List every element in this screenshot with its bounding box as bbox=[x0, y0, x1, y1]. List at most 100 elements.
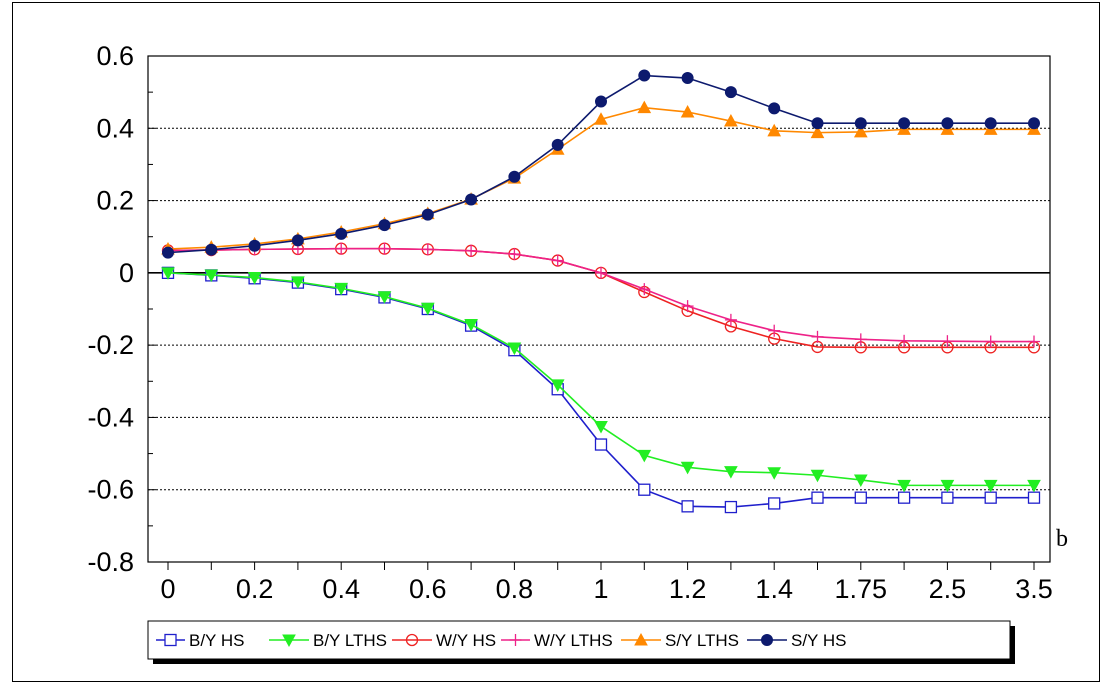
legend: B/Y HS B/Y LTHS W/Y HS W/Y LTHS S/Y LTHS S/Y … bbox=[147, 620, 1015, 664]
data-point-s-y-hs bbox=[248, 239, 261, 252]
x-tick-label: 0 bbox=[160, 574, 175, 604]
x-axis-label: b bbox=[1056, 526, 1068, 552]
x-tick-label: 3.5 bbox=[1015, 574, 1053, 604]
series-line-b-y-hs bbox=[167, 272, 1034, 508]
data-point-s-y-hs bbox=[1028, 117, 1040, 130]
legend-item-b-y-lths: B/Y LTHS bbox=[269, 631, 387, 650]
legend-item-s-y-hs: S/Y HS bbox=[747, 631, 846, 650]
data-point-s-y-hs bbox=[508, 170, 521, 183]
data-point-b-y-lths bbox=[767, 467, 782, 480]
figure-frame bbox=[12, 2, 1100, 682]
y-tick-label: 0.4 bbox=[96, 113, 134, 143]
data-point-b-y-hs bbox=[897, 491, 911, 504]
data-point-s-y-hs bbox=[291, 234, 304, 247]
legend-swatch-marker bbox=[509, 634, 522, 646]
data-point-w-y-lths bbox=[378, 242, 391, 255]
legend-item-s-y-lths: S/Y LTHS bbox=[621, 631, 739, 650]
data-point-b-y-lths bbox=[724, 466, 738, 479]
data-point-b-y-hs bbox=[941, 491, 954, 504]
data-point-b-y-hs bbox=[984, 491, 997, 504]
data-point-b-y-lths bbox=[377, 291, 392, 304]
data-point-b-y-lths bbox=[464, 319, 478, 332]
data-point-b-y-lths bbox=[247, 272, 262, 285]
data-point-b-y-hs bbox=[1027, 491, 1041, 504]
x-tick-label: 1 bbox=[593, 574, 608, 604]
data-point-b-y-lths bbox=[637, 449, 652, 463]
data-point-s-y-hs bbox=[768, 102, 781, 115]
x-tick-label: 2.5 bbox=[929, 574, 967, 604]
data-point-s-y-hs bbox=[898, 117, 911, 130]
legend-label: B/Y LTHS bbox=[313, 631, 387, 650]
data-point-w-y-lths bbox=[898, 334, 911, 347]
data-point-s-y-hs bbox=[681, 72, 694, 85]
data-point-s-y-hs bbox=[205, 243, 218, 256]
series-s-y-hs bbox=[162, 69, 1040, 259]
data-point-s-y-hs bbox=[551, 138, 564, 151]
y-tick-label: 0.2 bbox=[96, 186, 134, 216]
x-tick-label: 0.2 bbox=[236, 574, 274, 604]
series-w-y-lths bbox=[162, 242, 1040, 348]
grid-lines bbox=[148, 127, 1050, 491]
data-point-s-y-lths bbox=[810, 125, 825, 139]
data-point-w-y-lths bbox=[768, 324, 781, 337]
series-line-b-y-lths bbox=[167, 272, 1034, 487]
legend-swatch-marker bbox=[405, 633, 419, 647]
series-b-y-lths bbox=[161, 267, 1041, 493]
data-point-w-y-lths bbox=[465, 244, 478, 257]
data-point-s-y-lths bbox=[594, 112, 608, 125]
data-point-w-y-lths bbox=[508, 248, 521, 261]
x-tick-label: 1.2 bbox=[669, 574, 707, 604]
x-tick-label: 0.8 bbox=[496, 574, 534, 604]
y-tick-label: -0.8 bbox=[87, 547, 134, 577]
data-point-s-y-hs bbox=[811, 117, 824, 130]
data-point-s-y-hs bbox=[638, 69, 651, 82]
legend-label: W/Y HS bbox=[436, 631, 496, 650]
legend-item-b-y-hs: B/Y HS bbox=[156, 631, 244, 650]
legend-label: S/Y HS bbox=[791, 631, 846, 650]
data-point-s-y-hs bbox=[984, 117, 997, 130]
data-point-s-y-hs bbox=[724, 86, 737, 99]
data-point-w-y-lths bbox=[941, 335, 954, 348]
legend-label: W/Y LTHS bbox=[534, 631, 613, 650]
data-point-b-y-lths bbox=[550, 379, 565, 392]
data-point-s-y-hs bbox=[465, 193, 478, 206]
data-point-b-y-lths bbox=[334, 282, 349, 296]
data-point-w-y-lths bbox=[335, 242, 348, 255]
series-line-w-y-lths bbox=[167, 247, 1034, 343]
data-point-w-y-lths bbox=[724, 313, 737, 326]
data-point-b-y-hs bbox=[594, 438, 608, 451]
data-point-s-y-hs bbox=[335, 227, 348, 240]
legend-item-w-y-hs: W/Y HS bbox=[392, 631, 496, 650]
data-point-b-y-lths bbox=[507, 342, 522, 356]
x-tick-label: 1.4 bbox=[755, 574, 793, 604]
data-point-b-y-hs bbox=[724, 500, 738, 514]
data-point-b-y-lths bbox=[420, 302, 435, 316]
legend-swatch-marker bbox=[282, 634, 296, 648]
data-point-s-y-lths bbox=[853, 124, 868, 138]
data-point-b-y-lths bbox=[594, 420, 608, 434]
data-point-b-y-hs bbox=[854, 491, 867, 504]
y-tick-label: 0.6 bbox=[96, 41, 134, 71]
data-point-b-y-lths bbox=[810, 469, 825, 483]
data-point-w-y-lths bbox=[1028, 335, 1040, 348]
data-point-s-y-hs bbox=[162, 246, 174, 259]
series-w-y-hs bbox=[161, 242, 1041, 354]
series-b-y-hs bbox=[161, 266, 1041, 514]
data-point-b-y-lths bbox=[680, 461, 695, 475]
data-point-w-y-lths bbox=[811, 330, 824, 343]
data-point-w-y-lths bbox=[854, 333, 867, 346]
tick-labels: 0.6 0.4 0.2 0 -0.2 -0.4 -0.6 -0.8 0 0.2 0.4 0.6 0.8 1… bbox=[87, 41, 1052, 604]
data-point-b-y-lths bbox=[161, 267, 175, 280]
data-point-w-y-lths bbox=[551, 254, 564, 267]
legend-swatch-marker bbox=[164, 633, 177, 647]
data-point-s-y-lths bbox=[724, 114, 738, 127]
y-tick-label: -0.4 bbox=[87, 402, 134, 432]
series-layer bbox=[161, 69, 1041, 514]
data-point-b-y-hs bbox=[638, 483, 651, 496]
data-point-s-y-lths bbox=[767, 123, 782, 137]
data-point-s-y-hs bbox=[421, 208, 434, 221]
data-point-b-y-lths bbox=[940, 479, 955, 493]
data-point-w-y-lths bbox=[421, 243, 434, 256]
data-point-s-y-lths bbox=[637, 100, 652, 114]
